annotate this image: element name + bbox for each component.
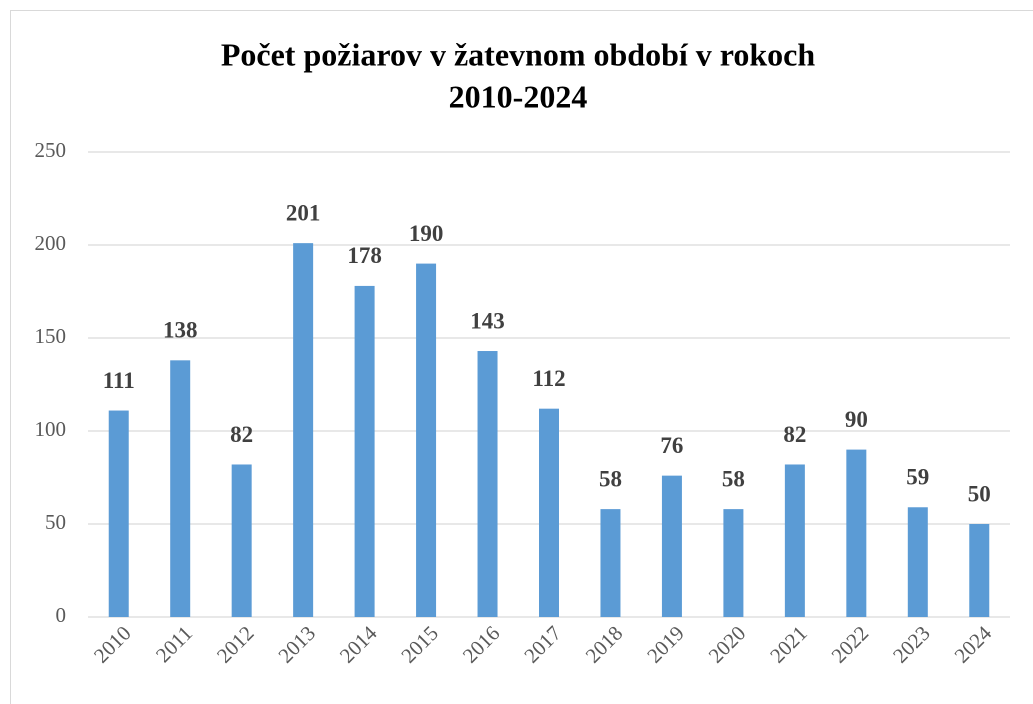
bar <box>354 285 375 617</box>
y-tick-label: 150 <box>35 324 67 348</box>
bar <box>661 475 682 617</box>
chart-title: 2010-2024 <box>449 78 588 114</box>
x-tick-label: 2022 <box>827 621 874 668</box>
bar <box>846 449 867 617</box>
x-tick-label: 2016 <box>458 621 505 668</box>
bar <box>969 524 990 617</box>
data-label: 178 <box>347 243 382 268</box>
y-tick-label: 0 <box>56 603 67 627</box>
data-label: 190 <box>409 221 444 246</box>
bar <box>231 464 252 617</box>
bar <box>600 509 621 617</box>
data-label: 58 <box>599 466 622 491</box>
x-tick-label: 2015 <box>396 621 443 668</box>
x-tick-label: 2021 <box>765 621 812 668</box>
bar <box>170 360 191 617</box>
x-tick-label: 2019 <box>642 621 689 668</box>
bar <box>723 509 744 617</box>
x-tick-label: 2013 <box>273 621 320 668</box>
data-label: 82 <box>783 422 806 447</box>
data-label: 90 <box>845 407 868 432</box>
data-label: 76 <box>660 433 683 458</box>
bar <box>293 243 314 617</box>
x-tick-label: 2023 <box>888 621 935 668</box>
x-tick-label: 2018 <box>581 621 628 668</box>
y-tick-label: 250 <box>35 138 67 162</box>
x-tick-label: 2014 <box>335 621 382 668</box>
data-label: 111 <box>103 368 135 393</box>
x-tick-label: 2010 <box>89 621 136 668</box>
data-label: 201 <box>286 200 321 225</box>
data-label: 138 <box>163 318 198 343</box>
chart-border <box>10 10 1033 704</box>
x-tick-label: 2024 <box>950 621 997 668</box>
bar <box>539 408 559 617</box>
y-tick-label: 200 <box>35 231 67 255</box>
y-tick-label: 100 <box>35 417 67 441</box>
bar <box>416 263 437 617</box>
x-tick-label: 2017 <box>519 621 566 668</box>
data-label: 50 <box>968 481 991 506</box>
data-label: 59 <box>906 465 929 490</box>
x-tick-label: 2011 <box>151 621 197 667</box>
bar <box>108 410 129 617</box>
data-label: 112 <box>532 366 565 391</box>
data-label: 58 <box>722 466 745 491</box>
bar <box>907 507 928 617</box>
data-label: 143 <box>470 308 505 333</box>
data-label: 82 <box>230 422 253 447</box>
chart-title: Počet požiarov v žatevnom období v rokoc… <box>221 36 816 72</box>
y-tick-label: 50 <box>45 510 66 534</box>
x-tick-label: 2012 <box>212 621 259 668</box>
x-tick-label: 2020 <box>704 621 751 668</box>
bar <box>784 464 805 617</box>
bar <box>477 351 498 617</box>
